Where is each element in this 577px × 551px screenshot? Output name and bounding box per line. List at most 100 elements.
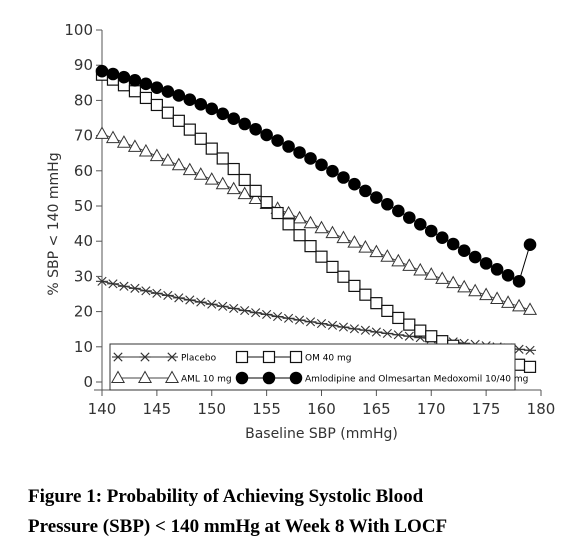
- data-point: [325, 225, 340, 239]
- data-point: [227, 303, 240, 314]
- data-point: [348, 177, 361, 191]
- legend-marker: [166, 352, 178, 362]
- legend-marker: [139, 352, 151, 362]
- data-point: [205, 102, 219, 116]
- data-point: [479, 287, 494, 301]
- data-point: [315, 318, 328, 329]
- data-point: [490, 263, 504, 276]
- data-point: [336, 230, 351, 244]
- data-point: [183, 295, 196, 305]
- y-tick-label: 80: [74, 91, 93, 109]
- data-point: [392, 311, 405, 325]
- legend-item-3: OM 40 mg: [235, 350, 352, 364]
- data-point: [216, 152, 229, 165]
- x-axis-title: Baseline SBP (mmHg): [245, 426, 398, 442]
- data-point: [403, 318, 416, 331]
- data-point: [370, 191, 383, 204]
- data-point: [435, 231, 449, 244]
- figure-caption: Figure 1: Probability of Achieving Systo…: [28, 482, 568, 542]
- data-point: [193, 167, 208, 180]
- data-point: [326, 164, 339, 178]
- data-point: [128, 283, 141, 293]
- data-point: [381, 197, 394, 211]
- legend-label: AML 10 mg: [181, 375, 232, 385]
- data-point: [139, 77, 153, 91]
- y-tick-label: 40: [74, 232, 93, 250]
- data-point: [359, 184, 372, 198]
- y-tick-label: 60: [74, 162, 93, 180]
- data-point: [249, 184, 262, 197]
- data-point: [370, 297, 383, 310]
- legend-marker: [164, 370, 180, 384]
- data-point: [194, 132, 207, 145]
- data-point: [205, 299, 218, 309]
- data-point: [106, 67, 120, 81]
- data-point: [424, 267, 439, 280]
- data-point: [524, 345, 537, 355]
- data-point: [512, 298, 527, 312]
- data-point: [238, 173, 251, 187]
- data-point: [216, 301, 229, 311]
- data-point: [138, 143, 153, 157]
- data-point: [424, 224, 438, 238]
- legend-item-1: Placebo: [112, 352, 217, 364]
- data-point: [446, 275, 461, 289]
- data-point: [150, 98, 163, 112]
- data-point: [183, 93, 197, 106]
- data-point: [248, 191, 263, 205]
- data-point: [326, 260, 339, 273]
- data-point: [149, 148, 164, 162]
- data-point: [194, 297, 207, 307]
- data-point: [403, 331, 416, 341]
- legend-marker: [235, 371, 249, 385]
- data-point: [370, 327, 383, 337]
- x-tick-label: 145: [143, 400, 172, 418]
- data-point: [347, 235, 362, 248]
- data-point: [282, 140, 295, 153]
- data-point: [337, 171, 350, 184]
- data-point: [359, 288, 372, 301]
- y-tick-label: 70: [74, 127, 93, 145]
- data-point: [227, 112, 240, 126]
- data-point: [128, 74, 142, 87]
- x-tick-label: 160: [307, 400, 336, 418]
- data-point: [127, 139, 142, 152]
- data-point: [216, 107, 230, 121]
- axes: 0 10 20 30 40 50 60 70 80 90 100 140 145 150 155 160 165…: [46, 21, 555, 442]
- data-point: [282, 313, 295, 323]
- data-point: [116, 135, 131, 148]
- data-point: [303, 215, 318, 229]
- data-point: [369, 244, 384, 258]
- data-point: [205, 142, 218, 155]
- data-point: [315, 250, 328, 263]
- data-point: [106, 279, 119, 289]
- data-point: [139, 91, 152, 105]
- data-point: [490, 291, 505, 304]
- data-point: [194, 97, 208, 111]
- data-point: [182, 162, 197, 176]
- legend-marker: [137, 370, 153, 384]
- data-point: [161, 85, 175, 98]
- x-tick-label: 140: [88, 400, 117, 418]
- data-point: [227, 162, 240, 176]
- data-point: [293, 229, 306, 242]
- data-point: [183, 123, 196, 136]
- x-tick-label: 155: [252, 400, 281, 418]
- data-point: [161, 290, 174, 300]
- data-point: [226, 181, 241, 195]
- legend-marker: [262, 371, 276, 385]
- data-point: [358, 240, 373, 253]
- legend-marker: [262, 350, 276, 364]
- data-point: [402, 258, 417, 271]
- data-point: [260, 309, 273, 320]
- data-point: [457, 279, 472, 293]
- data-point: [337, 322, 350, 332]
- data-point: [172, 114, 185, 127]
- data-point: [96, 276, 108, 286]
- data-point: [468, 283, 483, 297]
- data-point: [337, 270, 350, 283]
- data-point: [359, 325, 372, 335]
- legend-label: Placebo: [181, 354, 217, 364]
- caption-line-2: Pressure (SBP) < 140 mmHg at Week 8 With…: [28, 516, 448, 537]
- data-point: [403, 211, 416, 224]
